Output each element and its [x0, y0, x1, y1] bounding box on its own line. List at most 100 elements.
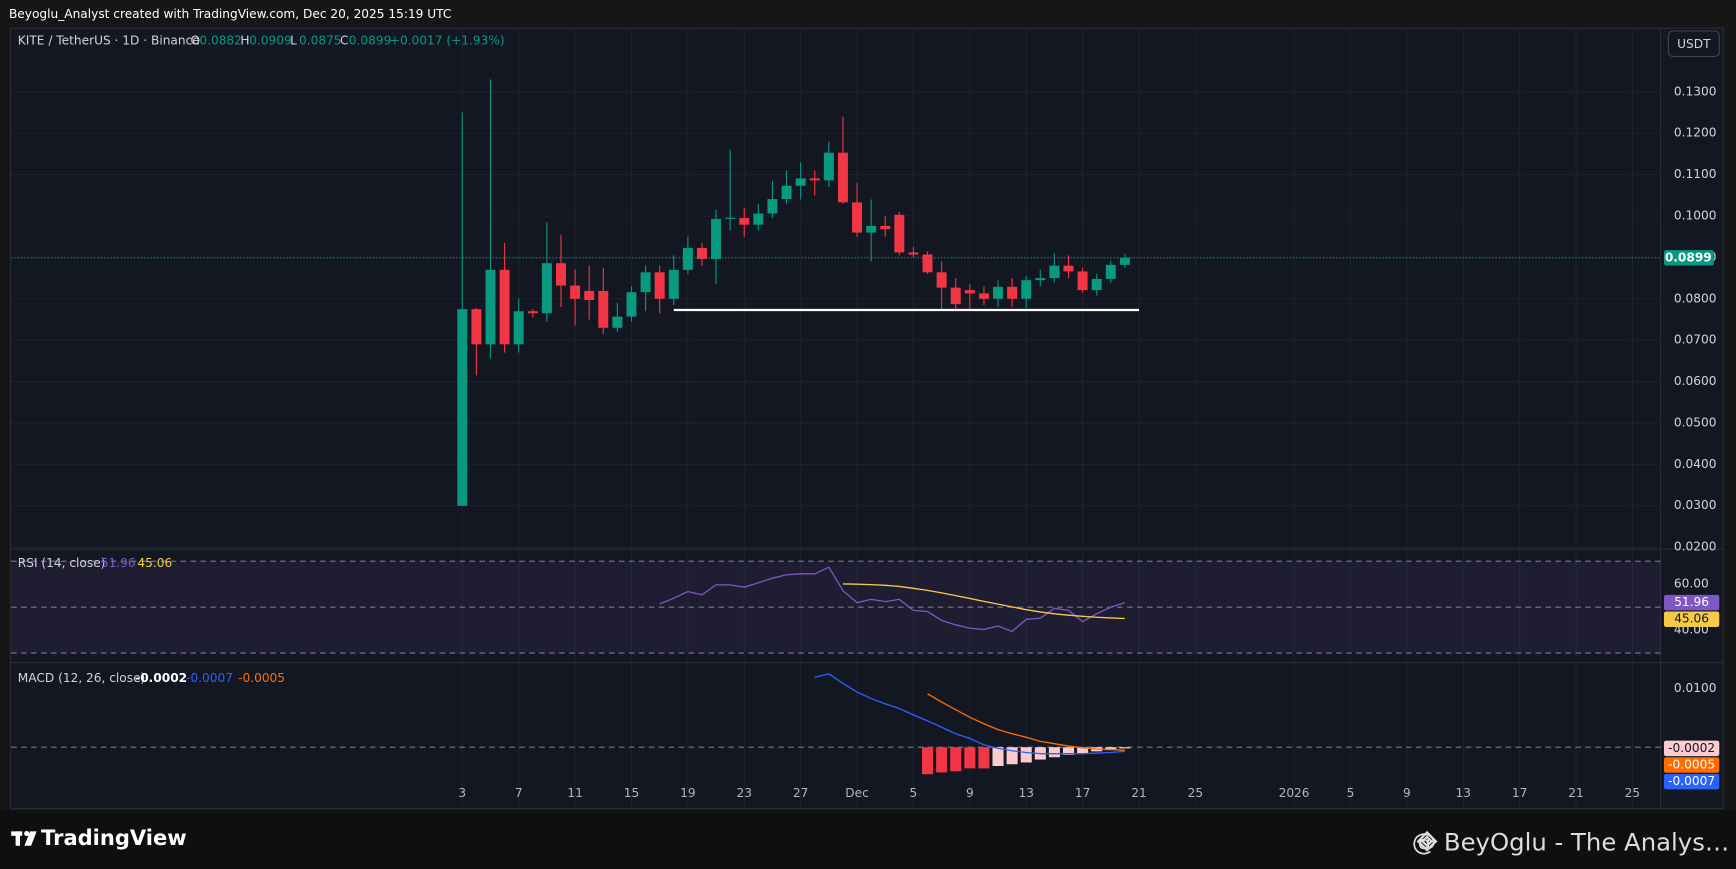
rsi-band [11, 561, 1661, 654]
ohlc-label: O [191, 33, 201, 47]
candle-body [753, 213, 764, 225]
ohlc-value: 0.0882 [199, 33, 242, 47]
x-tick-label: 5 [1347, 786, 1355, 800]
indicator-value: -0.0005 [238, 671, 285, 685]
candle-body [1077, 271, 1088, 291]
indicator-title: RSI (14, close) [18, 556, 106, 570]
candle-body [457, 309, 468, 506]
histogram-bar [1105, 747, 1117, 751]
value-badge-label: 45.06 [1674, 612, 1709, 626]
candle-body [541, 263, 552, 314]
candle-body [837, 152, 848, 203]
candle-body [767, 199, 778, 214]
y-tick-label: 0.0500 [1674, 415, 1717, 429]
x-tick-label: 19 [680, 786, 695, 800]
candle-body [1063, 265, 1074, 272]
candle-body [527, 311, 538, 314]
y-tick-label: 0.0700 [1674, 333, 1717, 347]
histogram-bar [936, 747, 948, 773]
chart-area [10, 27, 1724, 810]
last-price-badge [1663, 250, 1714, 266]
y-tick-label: 0.0600 [1674, 374, 1717, 388]
candle-body [894, 214, 905, 253]
candle-body [880, 225, 891, 230]
candle-body [950, 287, 961, 305]
currency-button[interactable] [1667, 30, 1720, 58]
caption: Beyoglu_Analyst created with TradingView… [9, 7, 451, 21]
candle-body [1007, 286, 1018, 299]
candle-body [1119, 257, 1130, 265]
x-tick-label: 5 [910, 786, 918, 800]
value-badge-label: 51.96 [1674, 595, 1709, 609]
x-tick-label: 9 [966, 786, 974, 800]
brand: TradingView [41, 825, 187, 850]
ohlc-value: 0.0899 [349, 33, 392, 47]
watermark: @ BeyOglu - The Analys… [1412, 828, 1729, 857]
indicator-value: 45.06 [137, 556, 172, 570]
value-badge-label: -0.0007 [1668, 774, 1715, 788]
x-tick-label: 3 [458, 786, 466, 800]
x-tick-label: 11 [567, 786, 582, 800]
candle-body [471, 309, 482, 345]
candle-body [668, 269, 679, 299]
candle-body [513, 311, 524, 345]
candle-body [908, 252, 919, 255]
macd-line [814, 673, 1125, 755]
histogram-bar [1006, 747, 1018, 765]
histogram-bar [1077, 747, 1089, 754]
candle-body [978, 293, 989, 299]
y-tick-label: 0.0300 [1674, 498, 1717, 512]
indicator-value: -0.0007 [186, 671, 233, 685]
y-tick-label: 60.00 [1674, 577, 1709, 591]
candle-body [499, 269, 510, 345]
ohlc-label: L [290, 33, 297, 47]
change-label: +0.0017 (+1.93%) [390, 33, 505, 47]
value-badge-label: -0.0005 [1668, 758, 1715, 772]
candle-body [739, 218, 750, 225]
candle-body [654, 272, 665, 299]
ohlc-label: C [340, 33, 349, 47]
y-tick-label: 0.1200 [1674, 126, 1717, 140]
y-tick-label: 0.0400 [1674, 457, 1717, 471]
value-badge [1663, 740, 1720, 757]
histogram-bar [1048, 747, 1060, 758]
value-badge [1663, 594, 1720, 611]
candle-body [964, 290, 975, 294]
y-tick-label: 0.0100 [1674, 681, 1717, 695]
x-tick-label: 25 [1188, 786, 1203, 800]
histogram-bar [978, 747, 990, 769]
histogram-bar [964, 747, 976, 769]
candle-body [696, 247, 707, 260]
x-tick-label: 25 [1625, 786, 1640, 800]
y-tick-label: 0.1100 [1674, 167, 1717, 181]
x-tick-label: 23 [737, 786, 752, 800]
candle-body [485, 269, 496, 345]
brand-logo [11, 831, 37, 846]
histogram-bar [950, 747, 962, 772]
indicator-value: -0.0002 [135, 671, 187, 685]
histogram-bar [1119, 747, 1131, 749]
x-tick-label: 9 [1403, 786, 1411, 800]
symbol-title: KITE / TetherUS · 1D · Binance [18, 33, 200, 47]
candle-body [640, 272, 651, 293]
footer-bar [0, 810, 1736, 869]
currency-label[interactable]: USDT [1677, 37, 1711, 51]
y-tick-label: 0.0200 [1674, 540, 1717, 554]
candle-body [993, 286, 1004, 299]
indicator-value: 51.96 [101, 556, 136, 570]
x-tick-label: 15 [624, 786, 639, 800]
x-tick-label: Dec [845, 786, 869, 800]
candle-body [781, 185, 792, 200]
indicator-line [842, 583, 1125, 620]
ohlc-value: 0.0909 [249, 33, 292, 47]
candle-body [556, 263, 566, 286]
ohlc-value: 0.0875 [299, 33, 342, 47]
candle-body [598, 290, 609, 328]
candle-body [852, 202, 863, 233]
x-tick-label: 17 [1512, 786, 1527, 800]
candle-body [725, 217, 736, 219]
candle-body [682, 247, 693, 270]
histogram-bar [1020, 747, 1032, 763]
indicator-title: MACD (12, 26, close) [18, 671, 146, 685]
